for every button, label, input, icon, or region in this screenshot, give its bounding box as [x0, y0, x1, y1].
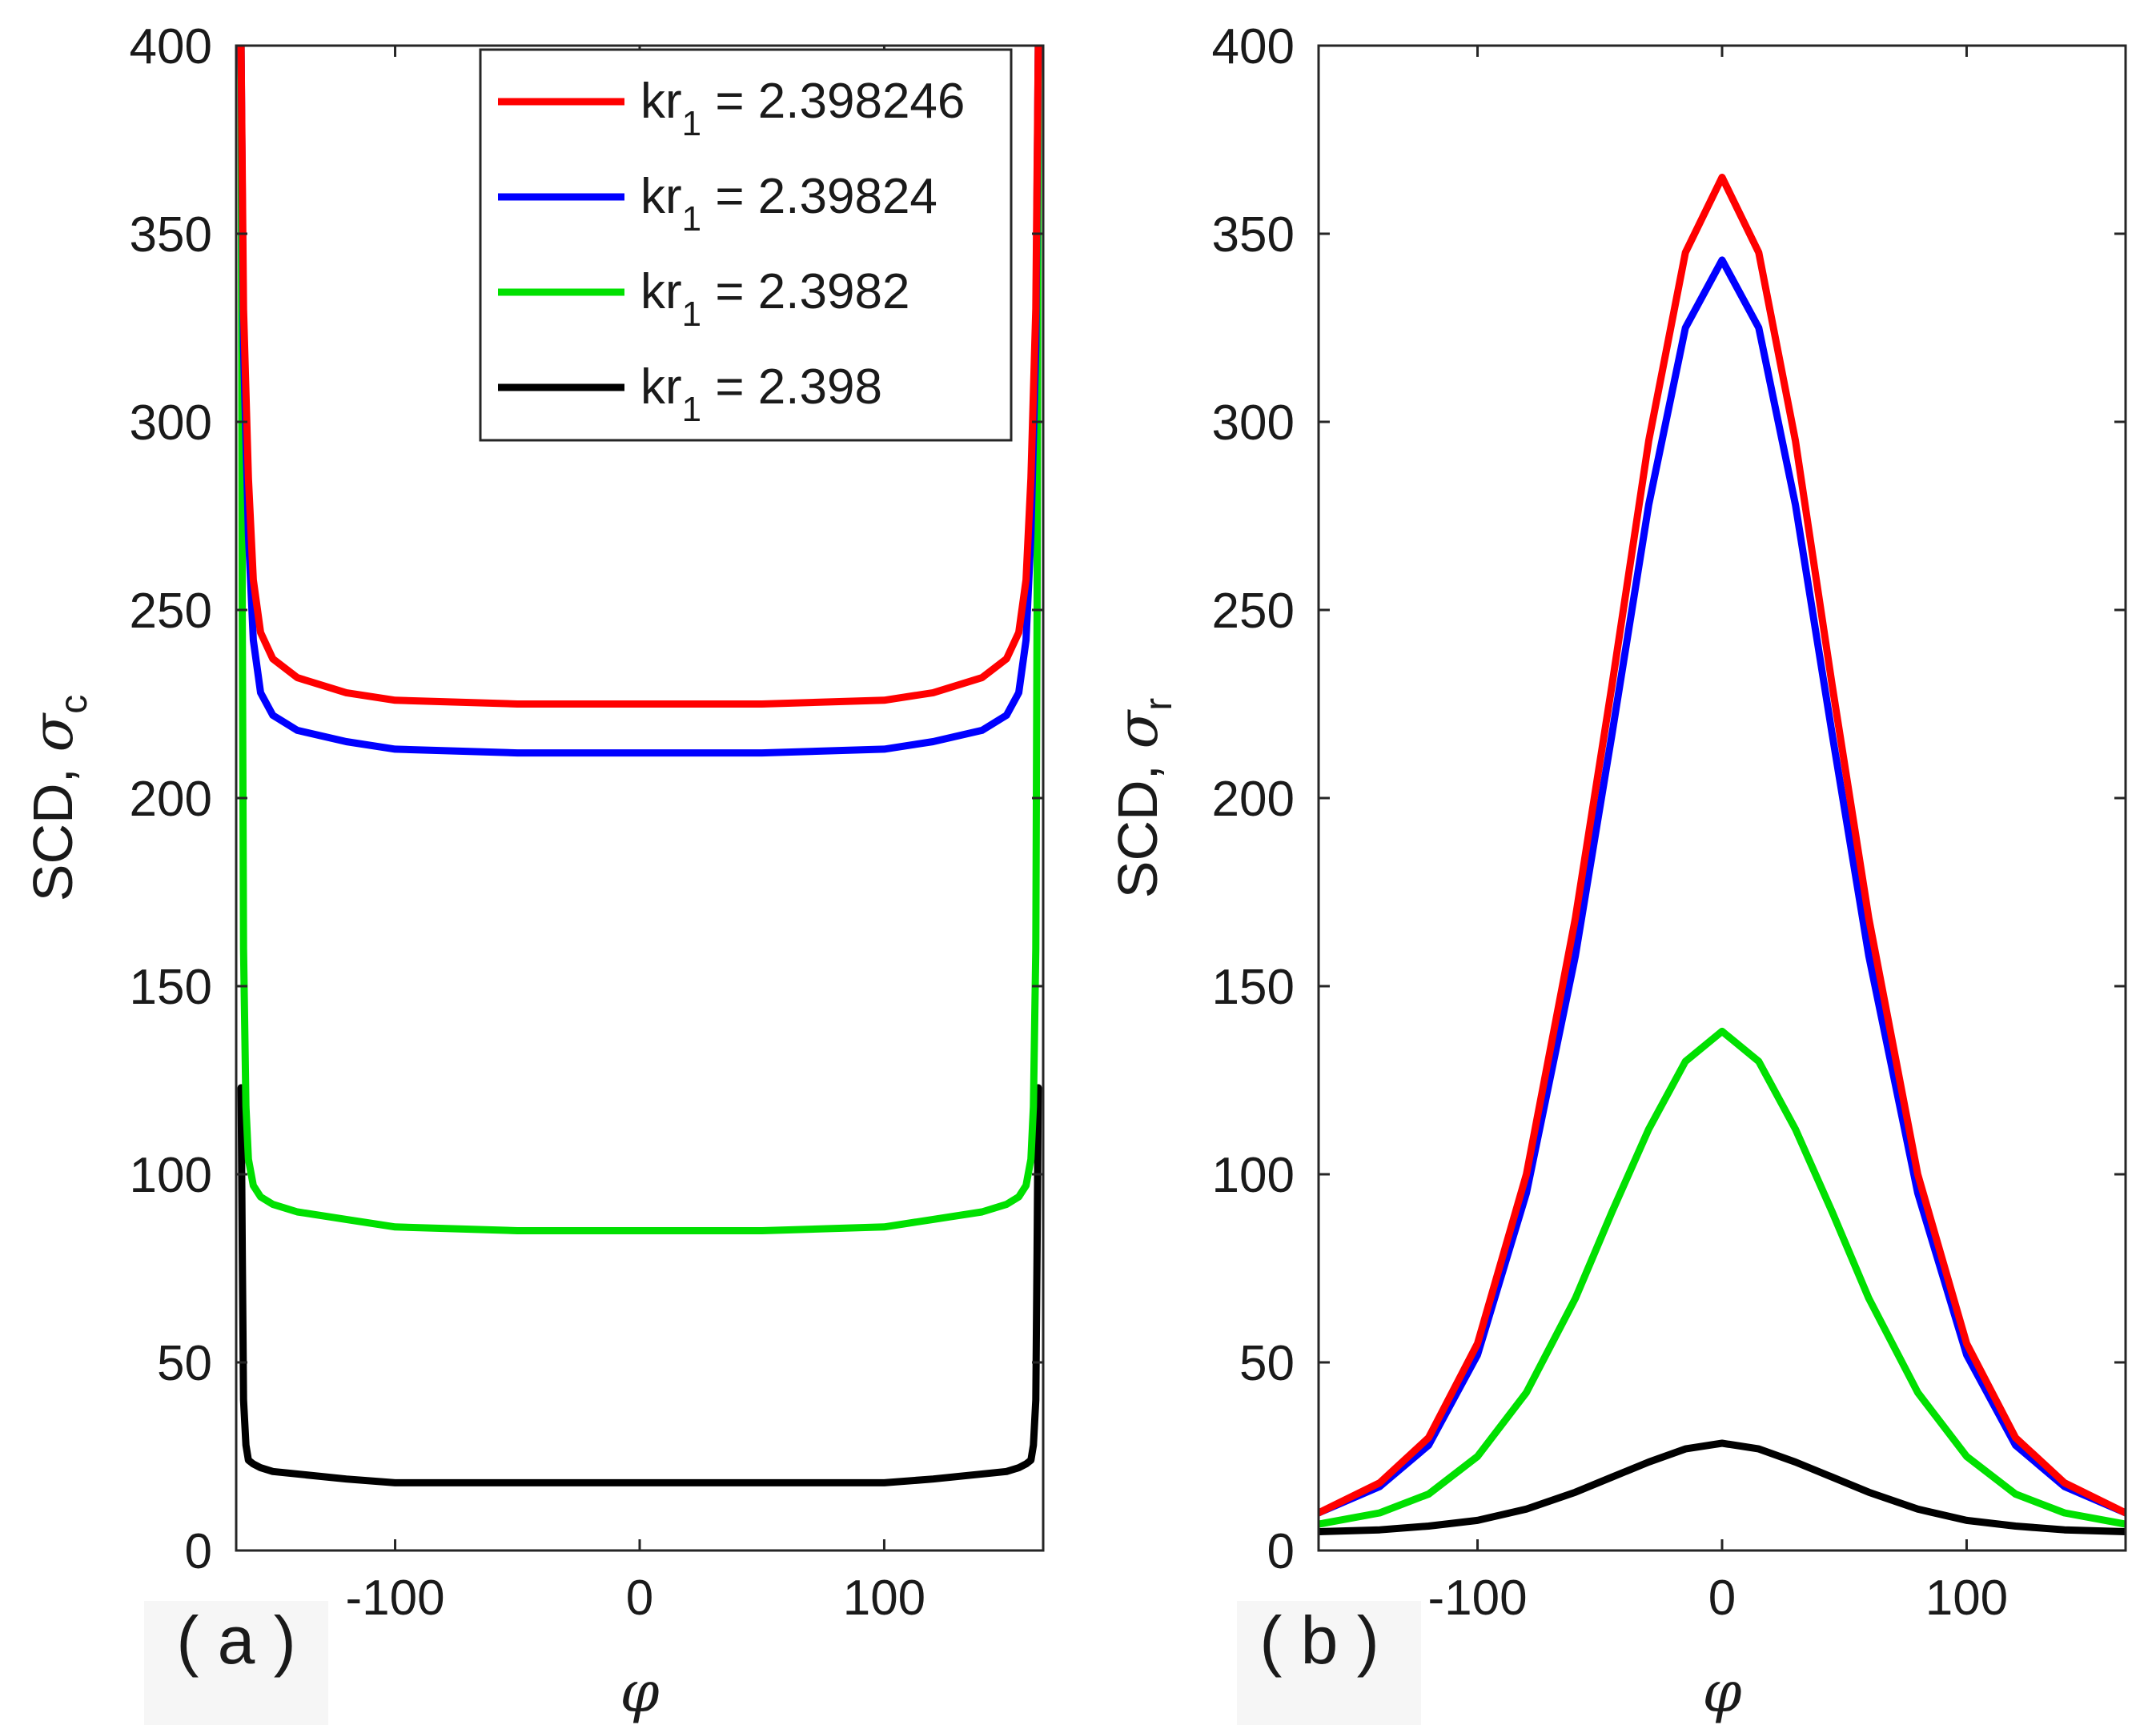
y-tick-label: 0	[185, 1524, 212, 1579]
y-tick-label: 350	[1212, 207, 1295, 263]
panel-tag-a: ( a )	[176, 1603, 295, 1678]
ticks-b: 0 50 100 150 200 250 300 350 400 -100 0 100	[1212, 19, 2126, 1626]
y-tick-label: 350	[130, 207, 212, 263]
legend-entry-label: kr1 = 2.398	[640, 359, 882, 429]
y-tick-label: 150	[130, 960, 212, 1015]
legend-entry-label: kr1 = 2.39824	[640, 169, 937, 239]
y-tick-label: 250	[1212, 584, 1295, 639]
y-tick-label: 300	[130, 395, 212, 451]
y-tick-label: 250	[130, 584, 212, 639]
series-line-a-kr1-2-398246	[237, 46, 1042, 708]
y-tick-label: 150	[1212, 960, 1295, 1015]
y-tick-label: 200	[1212, 772, 1295, 827]
y-tick-label: 50	[1239, 1336, 1295, 1391]
y-tick-label: 0	[1267, 1524, 1295, 1579]
x-tick-label: -100	[1427, 1571, 1527, 1626]
series-line-b-kr1-2-398246	[1319, 174, 2126, 1517]
panel-a: 0 50 100 150 200 250 300 350 400 -100 0 100 SCD, σc…	[20, 19, 1045, 1725]
x-tick-label: 100	[1925, 1571, 2008, 1626]
y-tick-label: 100	[1212, 1148, 1295, 1203]
x-tick-label: 0	[1708, 1571, 1736, 1626]
y-tick-label: 50	[157, 1336, 212, 1391]
legend-entry-label: kr1 = 2.3982	[640, 264, 909, 334]
x-axis-label-b: φ	[1702, 1659, 1741, 1725]
plot-area-b	[1319, 174, 2126, 1535]
series-line-a-kr1-2-398	[237, 1084, 1042, 1486]
panel-a-tag-box	[144, 1601, 328, 1725]
x-tick-label: 0	[626, 1571, 653, 1626]
y-axis-label-b: SCD, σr	[1105, 698, 1180, 899]
panel-b-tag-box	[1237, 1601, 1421, 1725]
panel-tag-b: ( b )	[1259, 1603, 1379, 1678]
y-axis-label-a: SCD, σc	[20, 695, 95, 902]
y-tick-label: 200	[130, 772, 212, 827]
y-tick-label: 400	[130, 19, 212, 74]
series-line-b-kr1-2-39824	[1319, 256, 2126, 1517]
x-axis-label-a: φ	[620, 1659, 659, 1725]
x-tick-label: -100	[345, 1571, 444, 1626]
x-tick-label: 100	[843, 1571, 925, 1626]
series-line-b-kr1-2-398	[1319, 1439, 2126, 1535]
legend-entry-label: kr1 = 2.398246	[640, 74, 965, 143]
panel-b: 0 50 100 150 200 250 300 350 400 -100 0 100 SCD, σr…	[1105, 19, 2127, 1725]
y-tick-label: 400	[1212, 19, 1295, 74]
y-tick-label: 300	[1212, 395, 1295, 451]
legend-box	[479, 48, 1013, 442]
series-line-b-kr1-2-3982	[1319, 1027, 2126, 1528]
y-tick-label: 100	[130, 1148, 212, 1203]
legend: kr1 = 2.398246 kr1 = 2.39824 kr1 = 2.3982 k…	[479, 48, 1013, 442]
series-line-a-kr1-2-3982	[237, 46, 1042, 1234]
plot-area-a	[237, 46, 1042, 1486]
ticks-a: 0 50 100 150 200 250 300 350 400 -100 0 100	[130, 19, 1043, 1626]
series-line-a-kr1-2-39824	[237, 46, 1042, 757]
